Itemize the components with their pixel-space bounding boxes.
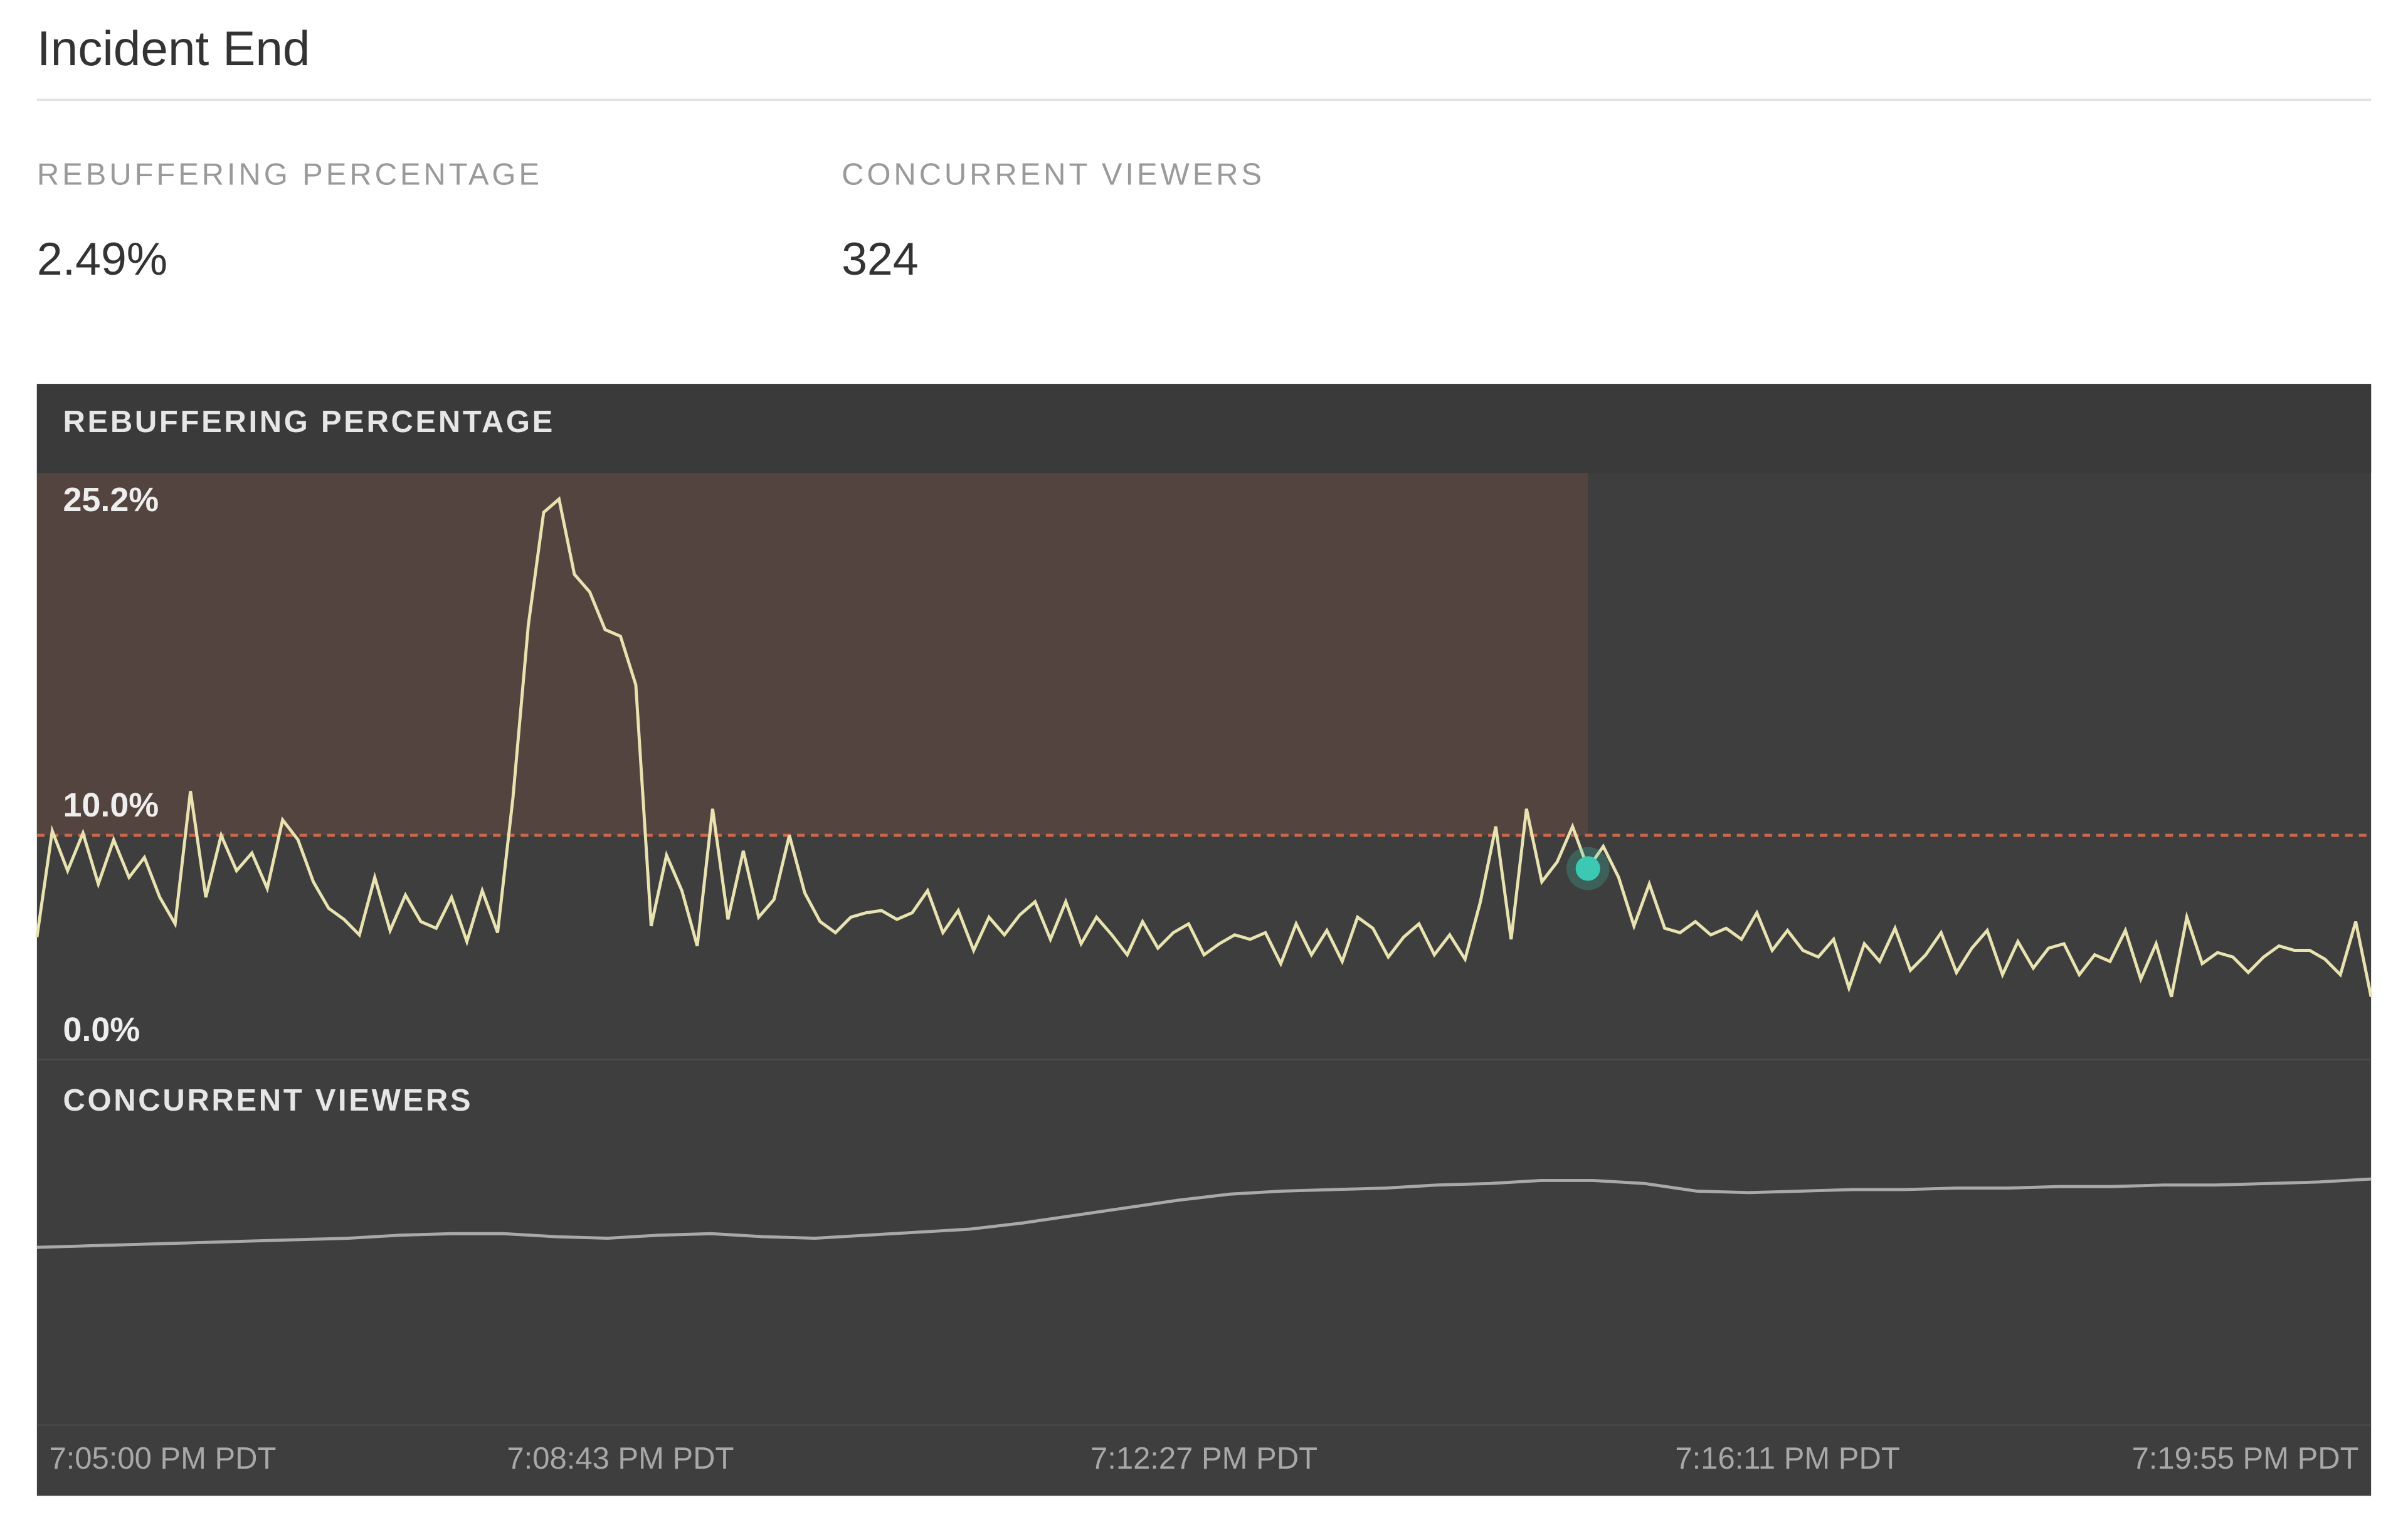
- metric-label: CONCURRENT VIEWERS: [842, 158, 1265, 192]
- time-label: 7:08:43 PM PDT: [507, 1442, 734, 1476]
- time-label: 7:05:00 PM PDT: [49, 1442, 276, 1476]
- y-tick-label: 0.0%: [63, 1011, 140, 1049]
- y-tick-label: 10.0%: [63, 786, 159, 824]
- chart-title: CONCURRENT VIEWERS: [63, 1084, 473, 1117]
- page-title: Incident End: [37, 21, 310, 76]
- incident-end-marker: [1575, 856, 1600, 881]
- metric-label: REBUFFERING PERCENTAGE: [37, 158, 542, 192]
- time-label: 7:19:55 PM PDT: [2132, 1442, 2359, 1476]
- y-tick-label: 25.2%: [63, 481, 159, 519]
- metric-value: 2.49%: [37, 233, 167, 285]
- metric-value: 324: [842, 233, 919, 285]
- chart-header: [36, 384, 2372, 473]
- incident-region: [36, 473, 1588, 836]
- time-label: 7:16:11 PM PDT: [1675, 1442, 1899, 1476]
- chart-title: REBUFFERING PERCENTAGE: [63, 405, 555, 439]
- time-label: 7:12:27 PM PDT: [1090, 1442, 1318, 1476]
- rebuffering-line: [35, 496, 2373, 998]
- viewers-line: [36, 1177, 2372, 1249]
